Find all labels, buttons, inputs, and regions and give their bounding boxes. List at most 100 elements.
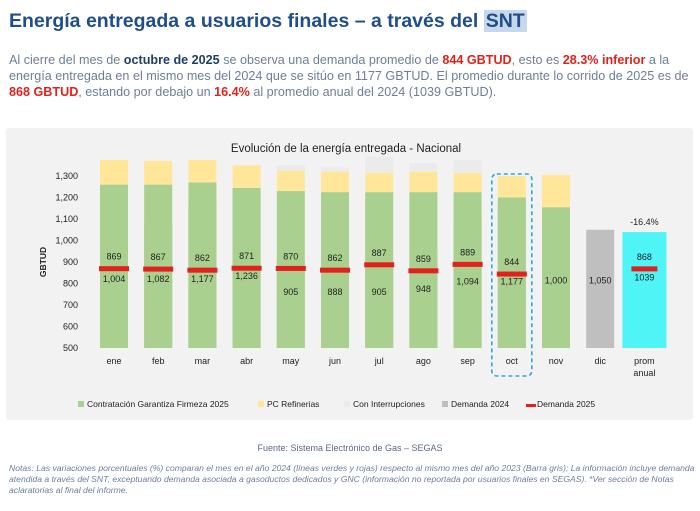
title-highlight: SNT	[483, 10, 527, 32]
demand-2024-label: 1,050	[589, 275, 612, 285]
demand-2025-label: 887	[372, 248, 387, 258]
y-tick-label: 1,300	[55, 171, 78, 181]
demand-2025-label: 859	[416, 254, 431, 264]
stack-segment	[542, 174, 570, 208]
y-tick-label: 800	[63, 279, 78, 289]
chart-title: Evolución de la energía entregada - Naci…	[231, 143, 461, 155]
stack-segment	[365, 192, 394, 348]
energy-chart: Evolución de la energía entregada - Naci…	[38, 143, 667, 409]
title-text: Energía entregada a usuarios finales – a…	[9, 10, 484, 32]
demand-2025-label: 868	[637, 252, 652, 262]
x-tick-label: prom	[634, 356, 655, 366]
stack-segment	[276, 170, 305, 192]
demand-2024-bar	[586, 229, 615, 348]
stack-segment	[188, 182, 217, 348]
demand-2025-marker	[320, 267, 350, 273]
summary-average-variation: 16.4%	[214, 85, 250, 99]
demand-2024-label: 1,082	[147, 274, 170, 284]
demand-2024-label: 905	[283, 287, 298, 297]
x-tick-label: nov	[549, 356, 564, 366]
y-tick-label: 700	[63, 300, 78, 310]
demand-2024-label: 1,177	[191, 274, 214, 284]
prom-anual-variation: -16.4%	[630, 217, 659, 227]
summary-text: , estando por debajo un	[78, 85, 215, 99]
notes-text: Notas: Las variaciones porcentuales (%) …	[9, 463, 695, 495]
legend-label: PC Refinerias	[267, 399, 319, 409]
demand-2025-label: 844	[504, 257, 519, 267]
summary-text: se observa una demanda promedio de	[219, 53, 443, 67]
page-title: Energía entregada a usuarios finales – a…	[9, 10, 527, 33]
stack-segment	[100, 159, 128, 185]
demand-2025-marker	[143, 266, 174, 272]
x-tick-label: ene	[106, 356, 121, 366]
legend-swatch	[258, 401, 264, 407]
x-tick-label: jul	[374, 356, 384, 366]
demand-2024-label: 905	[372, 287, 387, 297]
stack-segment	[188, 159, 217, 183]
stack-segment	[321, 171, 349, 193]
stack-segment	[144, 160, 173, 185]
x-tick-label: dic	[594, 356, 606, 366]
y-tick-label: 900	[63, 257, 78, 267]
demand-2025-label: 870	[283, 251, 298, 261]
x-tick-label: mar	[195, 356, 211, 366]
x-tick-label: jun	[328, 356, 341, 366]
y-tick-label: 1,200	[55, 193, 78, 203]
legend-label: Contratación Garantiza Firmeza 2025	[87, 399, 229, 409]
y-tick-label: 600	[63, 322, 78, 332]
y-tick-label: 1,000	[55, 236, 78, 246]
demand-2025-label: 871	[239, 251, 254, 261]
summary-variation: 28.3% inferior	[562, 53, 646, 67]
demand-2024-label: 1,177	[501, 276, 524, 286]
demand-2025-label: 889	[460, 247, 475, 257]
summary-text: Al cierre del mes de	[9, 53, 124, 67]
stack-segment	[232, 165, 261, 188]
demand-2025-marker	[496, 271, 527, 277]
stack-segment	[365, 172, 394, 193]
demand-2024-label: 1,236	[235, 271, 258, 281]
x-tick-label: anual	[633, 368, 655, 378]
stack-segment	[453, 192, 482, 348]
demand-2024-label: 1,094	[456, 276, 479, 286]
summary-demand-value: 844 GBTUD	[442, 53, 512, 67]
legend-label: Con Interrupciones	[353, 399, 425, 409]
x-tick-label: sep	[460, 356, 475, 366]
chart-panel: Evolución de la energía entregada - Naci…	[6, 128, 693, 420]
oct-highlight-box	[490, 173, 533, 377]
prom-anual-bar	[622, 232, 667, 348]
demand-2024-label: 1,004	[103, 274, 126, 284]
stack-segment	[542, 207, 570, 348]
stack-segment	[321, 167, 349, 172]
x-tick-label: abr	[240, 356, 253, 366]
stack-segment	[365, 156, 394, 173]
x-tick-label: ago	[416, 356, 431, 366]
summary-text: al promedio anual del 2024 (1039 GBTUD).	[249, 85, 497, 99]
source-text: Fuente: Sistema Electrónico de Gas – SEG…	[257, 443, 443, 453]
demand-2024-label: 1,000	[545, 275, 568, 285]
x-tick-label: feb	[152, 356, 165, 366]
y-tick-label: 500	[63, 343, 78, 353]
legend-label: Demanda 2024	[451, 399, 509, 409]
demand-2025-marker	[408, 268, 439, 274]
legend-label: Demanda 2025	[537, 399, 595, 409]
demand-2025-marker	[452, 261, 483, 267]
demand-2025-marker	[99, 266, 129, 272]
stack-segment	[276, 165, 305, 171]
stack-segment	[453, 159, 482, 173]
demand-2025-label: 867	[151, 252, 166, 262]
stack-segment	[453, 172, 482, 193]
legend-swatch	[78, 401, 84, 407]
summary-text: a la energía entregada en el mismo mes d…	[9, 53, 689, 83]
demand-2024-label: 888	[327, 287, 342, 297]
stack-segment	[497, 176, 526, 198]
summary-average-value: 868 GBTUD	[9, 85, 79, 99]
demand-2024-label: 948	[416, 284, 431, 294]
demand-2025-label: 869	[106, 252, 121, 262]
summary-month: octubre de 2025	[123, 53, 220, 67]
stack-segment	[409, 171, 438, 193]
legend-swatch	[526, 404, 536, 407]
summary-paragraph: Al cierre del mes de octubre de 2025 se …	[9, 52, 695, 100]
x-tick-label: oct	[506, 356, 519, 366]
demand-2025-marker	[187, 267, 218, 273]
demand-2025-marker	[275, 265, 306, 271]
